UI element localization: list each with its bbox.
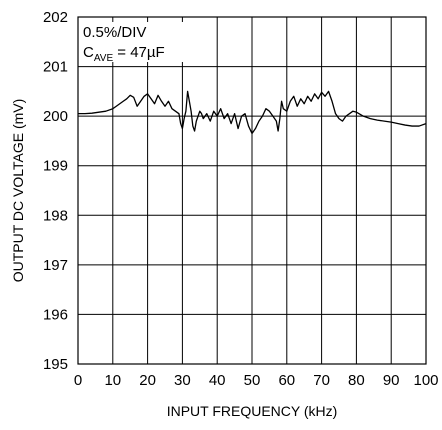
- capacitance-symbol: C: [83, 44, 94, 61]
- y-axis-label: OUTPUT DC VOLTAGE (mV): [10, 99, 26, 283]
- y-tick-label: 201: [43, 59, 68, 76]
- x-tick-label: 10: [104, 372, 121, 389]
- y-tick-label: 195: [43, 356, 68, 373]
- tick-labels: 0 10 20 30 40 50 60 70 80 90 100 202 201 200 199 198 197…: [43, 9, 439, 389]
- x-tick-label: 50: [244, 372, 261, 389]
- annotation-background: [80, 22, 190, 62]
- y-tick-label: 198: [43, 207, 68, 224]
- y-tick-label: 200: [43, 108, 68, 125]
- x-tick-label: 20: [139, 372, 156, 389]
- y-tick-label: 197: [43, 257, 68, 274]
- x-tick-label: 90: [383, 372, 400, 389]
- grid: [77, 16, 427, 365]
- x-tick-label: 100: [413, 372, 438, 389]
- scale-annotation: 0.5%/DIV: [83, 24, 146, 41]
- voltage-line: [78, 90, 427, 135]
- x-tick-label: 0: [74, 372, 82, 389]
- x-tick-label: 60: [278, 372, 295, 389]
- capacitance-subscript: AVE: [94, 53, 114, 64]
- x-axis-label: INPUT FREQUENCY (kHz): [167, 403, 338, 419]
- y-tick-label: 202: [43, 9, 68, 26]
- capacitance-annotation: CAVE = 47µF: [83, 44, 165, 64]
- x-tick-label: 30: [174, 372, 191, 389]
- plot-frame: [77, 16, 427, 365]
- x-tick-label: 70: [313, 372, 330, 389]
- capacitance-value: = 47µF: [113, 44, 165, 61]
- y-tick-label: 199: [43, 158, 68, 175]
- y-tick-label: 196: [43, 306, 68, 323]
- x-tick-label: 40: [209, 372, 226, 389]
- x-tick-label: 80: [348, 372, 365, 389]
